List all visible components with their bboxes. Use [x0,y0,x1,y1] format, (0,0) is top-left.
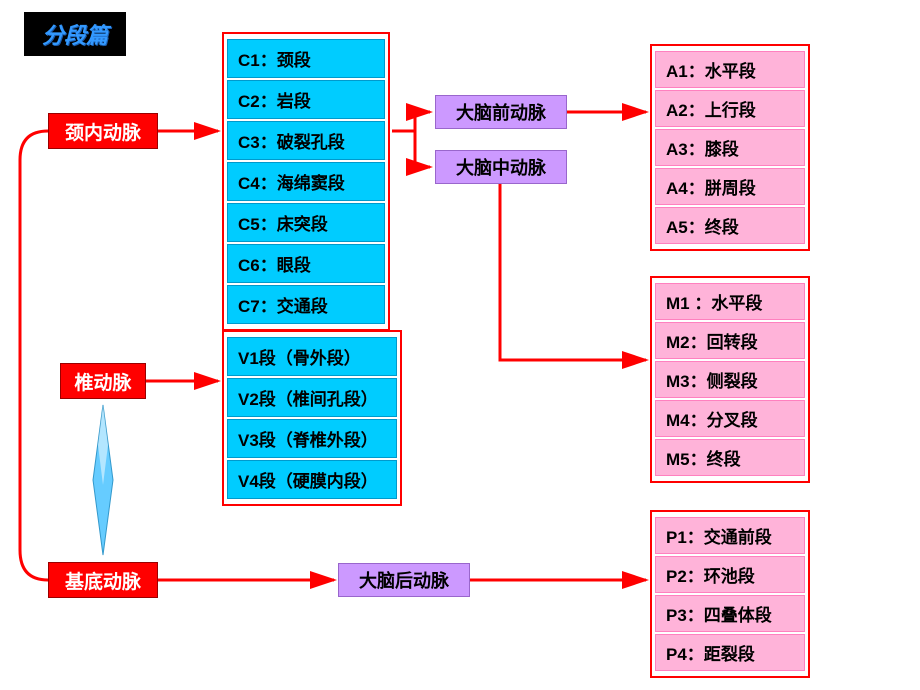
list-item: C6：眼段 [227,244,385,283]
list-item: C3：破裂孔段 [227,121,385,160]
node-mca: 大脑中动脉 [435,150,567,184]
node-pca: 大脑后动脉 [338,563,470,597]
list-item: C4：海绵窦段 [227,162,385,201]
p-segment-list: P1：交通前段 P2：环池段 P3：四叠体段 P4：距裂段 [650,510,810,678]
m-segment-list: M1 ：水平段 M2：回转段 M3：侧裂段 M4：分叉段 M5：终段 [650,276,810,483]
v-segment-list: V1段（骨外段） V2段（椎间孔段） V3段（脊椎外段） V4段（硬膜内段） [222,330,402,506]
list-item: M1 ：水平段 [655,283,805,320]
list-item: V2段（椎间孔段） [227,378,397,417]
list-item: V1段（骨外段） [227,337,397,376]
list-item: V3段（脊椎外段） [227,419,397,458]
node-carotid: 颈内动脉 [48,113,158,149]
list-item: A2：上行段 [655,90,805,127]
a-segment-list: A1：水平段 A2：上行段 A3：膝段 A4：胼周段 A5：终段 [650,44,810,251]
list-item: P4：距裂段 [655,634,805,671]
list-item: M4：分叉段 [655,400,805,437]
node-vertebral: 椎动脉 [60,363,146,399]
list-item: M5：终段 [655,439,805,476]
section-title: 分段篇 [24,12,126,56]
list-item: M2：回转段 [655,322,805,359]
list-item: M3：侧裂段 [655,361,805,398]
list-item: P1：交通前段 [655,517,805,554]
list-item: C5：床突段 [227,203,385,242]
list-item: C7：交通段 [227,285,385,324]
list-item: V4段（硬膜内段） [227,460,397,499]
list-item: P2：环池段 [655,556,805,593]
list-item: C2：岩段 [227,80,385,119]
c-segment-list: C1：颈段 C2：岩段 C3：破裂孔段 C4：海绵窦段 C5：床突段 C6：眼段… [222,32,390,331]
list-item: A5：终段 [655,207,805,244]
list-item: P3：四叠体段 [655,595,805,632]
node-aca: 大脑前动脉 [435,95,567,129]
list-item: A3：膝段 [655,129,805,166]
list-item: A4：胼周段 [655,168,805,205]
node-basilar: 基底动脉 [48,562,158,598]
list-item: A1：水平段 [655,51,805,88]
list-item: C1：颈段 [227,39,385,78]
